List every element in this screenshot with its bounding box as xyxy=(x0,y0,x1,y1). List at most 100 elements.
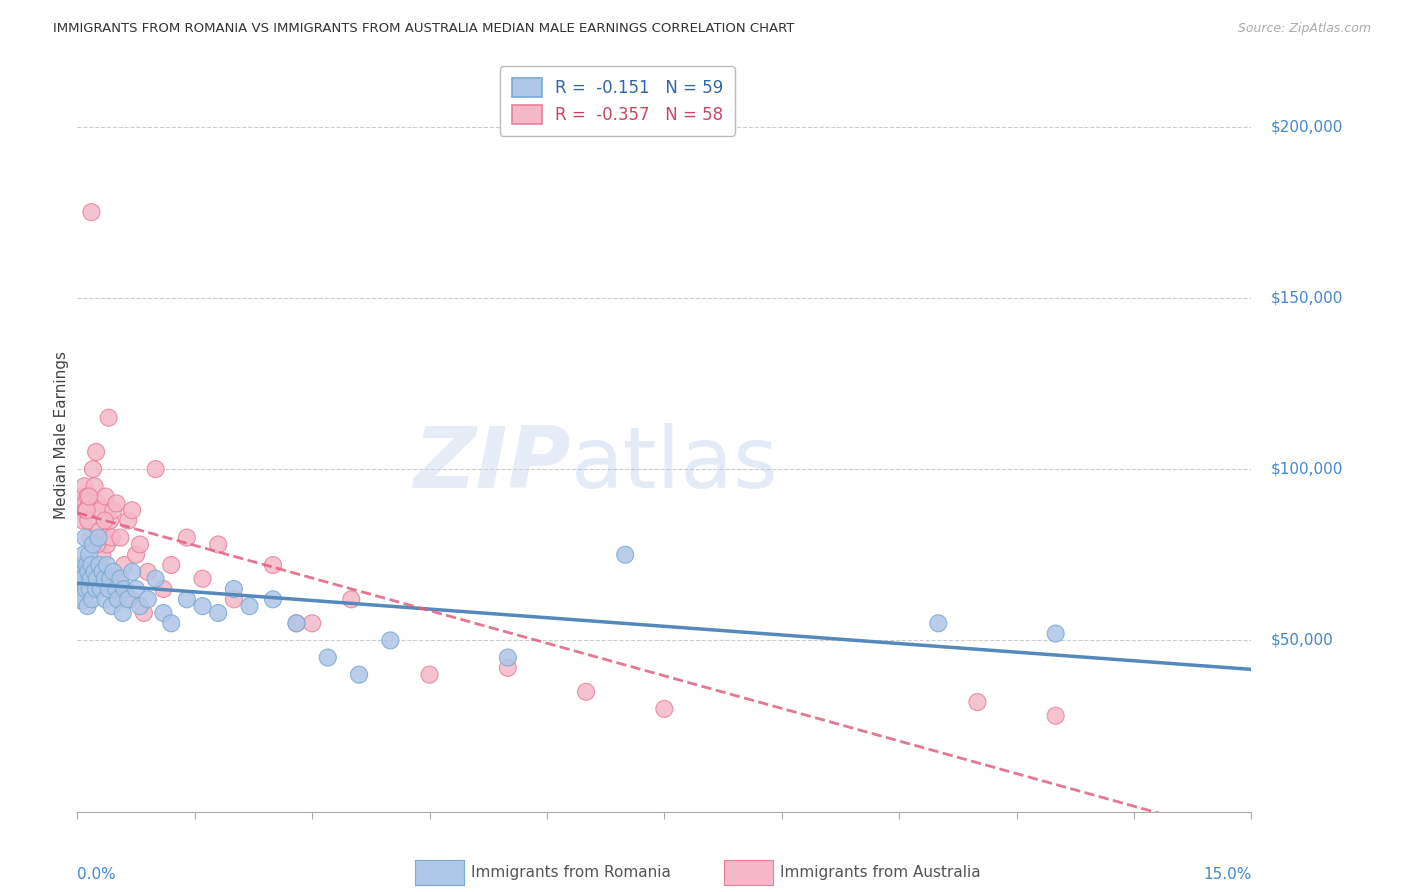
Text: Immigrants from Australia: Immigrants from Australia xyxy=(780,865,981,880)
Text: $150,000: $150,000 xyxy=(1271,290,1343,305)
Point xyxy=(84,582,107,596)
Point xyxy=(191,572,214,586)
Point xyxy=(176,592,198,607)
Point xyxy=(75,503,97,517)
Point xyxy=(129,599,152,614)
Point xyxy=(90,582,112,596)
Point xyxy=(575,685,598,699)
Point xyxy=(104,572,127,586)
Point xyxy=(84,445,107,459)
Point xyxy=(100,531,122,545)
Point xyxy=(97,582,120,596)
Point xyxy=(176,531,198,545)
Point xyxy=(77,514,100,528)
Point xyxy=(70,490,93,504)
Point xyxy=(97,410,120,425)
Point xyxy=(117,514,139,528)
Text: $200,000: $200,000 xyxy=(1271,119,1343,134)
Point xyxy=(380,633,402,648)
Legend: R =  -0.151   N = 59, R =  -0.357   N = 58: R = -0.151 N = 59, R = -0.357 N = 58 xyxy=(501,66,735,136)
Point xyxy=(94,490,117,504)
Point xyxy=(152,582,174,596)
Point xyxy=(75,582,97,596)
Point xyxy=(105,582,128,596)
Point xyxy=(77,490,100,504)
Point xyxy=(76,490,98,504)
Point xyxy=(966,695,988,709)
Point xyxy=(285,616,308,631)
Point xyxy=(80,558,103,572)
Point xyxy=(347,667,370,681)
Point xyxy=(121,565,143,579)
Point xyxy=(145,462,167,476)
Point xyxy=(76,558,98,572)
Point xyxy=(301,616,323,631)
Point xyxy=(86,537,108,551)
Point xyxy=(86,572,108,586)
Point xyxy=(136,592,159,607)
Point xyxy=(89,524,111,538)
Point xyxy=(91,548,114,562)
Point xyxy=(75,531,97,545)
Point xyxy=(72,548,94,562)
Point xyxy=(191,599,214,614)
Point xyxy=(1045,708,1067,723)
Point xyxy=(87,531,110,545)
Point xyxy=(125,548,148,562)
Point xyxy=(614,548,637,562)
Point xyxy=(94,592,117,607)
Point xyxy=(96,558,118,572)
Point xyxy=(238,599,260,614)
Point xyxy=(110,572,132,586)
Point xyxy=(83,479,105,493)
Text: $50,000: $50,000 xyxy=(1271,633,1334,648)
Point xyxy=(103,565,125,579)
Point xyxy=(69,572,91,586)
Point xyxy=(79,572,101,586)
Point xyxy=(316,650,339,665)
Point xyxy=(112,558,135,572)
Point xyxy=(98,572,121,586)
Point xyxy=(262,558,284,572)
Point xyxy=(96,537,118,551)
Point xyxy=(80,205,103,219)
Point xyxy=(89,558,111,572)
Point xyxy=(77,565,100,579)
Point xyxy=(79,496,101,510)
Point xyxy=(340,592,363,607)
Point xyxy=(496,650,519,665)
Point xyxy=(927,616,949,631)
Point xyxy=(93,531,115,545)
Point xyxy=(132,606,155,620)
Point xyxy=(496,661,519,675)
Point xyxy=(100,599,122,614)
Text: ZIP: ZIP xyxy=(413,424,571,507)
Point xyxy=(419,667,441,681)
Point xyxy=(1045,626,1067,640)
Point xyxy=(111,582,134,596)
Point xyxy=(120,592,142,607)
Point xyxy=(207,537,229,551)
Point xyxy=(82,537,104,551)
Point xyxy=(112,582,135,596)
Point xyxy=(160,616,183,631)
Point xyxy=(82,592,104,607)
Text: 0.0%: 0.0% xyxy=(77,866,117,881)
Point xyxy=(117,592,139,607)
Text: atlas: atlas xyxy=(571,424,779,507)
Point xyxy=(145,572,167,586)
Point xyxy=(152,606,174,620)
Text: Source: ZipAtlas.com: Source: ZipAtlas.com xyxy=(1237,22,1371,36)
Point xyxy=(93,572,115,586)
Point xyxy=(67,582,90,596)
Point xyxy=(262,592,284,607)
Point xyxy=(285,616,308,631)
Point xyxy=(79,582,101,596)
Point xyxy=(93,514,115,528)
Point xyxy=(76,503,98,517)
Point xyxy=(111,606,134,620)
Point xyxy=(75,572,97,586)
Point xyxy=(73,479,96,493)
Point xyxy=(207,606,229,620)
Text: IMMIGRANTS FROM ROMANIA VS IMMIGRANTS FROM AUSTRALIA MEDIAN MALE EARNINGS CORREL: IMMIGRANTS FROM ROMANIA VS IMMIGRANTS FR… xyxy=(53,22,794,36)
